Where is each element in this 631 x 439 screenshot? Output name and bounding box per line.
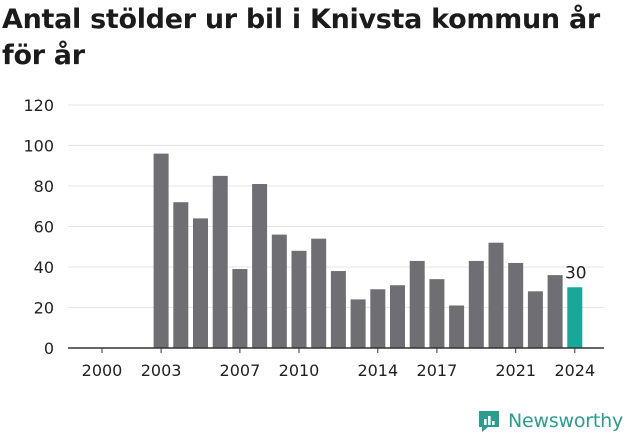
data-labels: 30 [565, 263, 587, 283]
y-tick-label: 100 [23, 137, 54, 156]
bar-2015 [390, 285, 405, 348]
x-tick-label: 2021 [495, 361, 536, 380]
brand-name: Newsworthy [508, 410, 624, 432]
data-label: 30 [565, 263, 587, 283]
bar-2008 [252, 183, 268, 348]
chart-title: Antal stölder ur bil i Knivsta kommun år… [2, 4, 600, 71]
bar-2012 [330, 271, 346, 348]
x-tick-label: 2024 [554, 361, 595, 380]
x-tick-label: 2003 [141, 361, 182, 380]
bar-2014 [370, 289, 386, 348]
y-tick-label: 80 [34, 177, 54, 196]
bar-2024 [567, 287, 583, 348]
y-tick-label: 120 [23, 96, 54, 115]
x-tick-label: 2000 [82, 361, 123, 380]
bar-2017 [429, 279, 445, 348]
bar-2016 [409, 260, 425, 348]
y-tick-label: 0 [44, 339, 54, 358]
y-tick-label: 40 [34, 258, 54, 277]
y-axis-tick-labels: 0 20 40 60 80 100 120 [23, 96, 54, 358]
bar-2005 [193, 218, 208, 348]
bar-chart: 0 20 40 60 80 100 120 2000 2003 2007 2010 2014 2017… [23, 96, 604, 380]
bar-2019 [468, 260, 484, 348]
bar-2011 [311, 238, 327, 348]
newsworthy-logo-icon [479, 411, 499, 432]
bar-2013 [350, 299, 366, 348]
x-tick-label: 2010 [279, 361, 320, 380]
bar-2022 [527, 291, 543, 348]
bar-2020 [488, 242, 504, 348]
y-tick-label: 60 [34, 218, 54, 237]
y-tick-label: 20 [34, 299, 54, 318]
x-axis: 2000 2003 2007 2010 2014 2017 2021 2024 [68, 347, 604, 380]
bars [153, 153, 583, 348]
bar-2018 [449, 305, 465, 348]
bar-2023 [547, 275, 563, 348]
x-tick-label: 2007 [220, 361, 261, 380]
bar-2007 [232, 269, 248, 348]
x-tick-label: 2014 [357, 361, 398, 380]
bar-2010 [291, 250, 307, 348]
bar-2004 [173, 202, 189, 348]
bar-2021 [508, 262, 524, 348]
bar-2009 [271, 234, 287, 348]
bar-2003 [153, 153, 169, 348]
newsworthy-brand[interactable]: Newsworthy [476, 408, 623, 434]
x-tick-label: 2017 [417, 361, 458, 380]
bar-2006 [212, 175, 228, 348]
